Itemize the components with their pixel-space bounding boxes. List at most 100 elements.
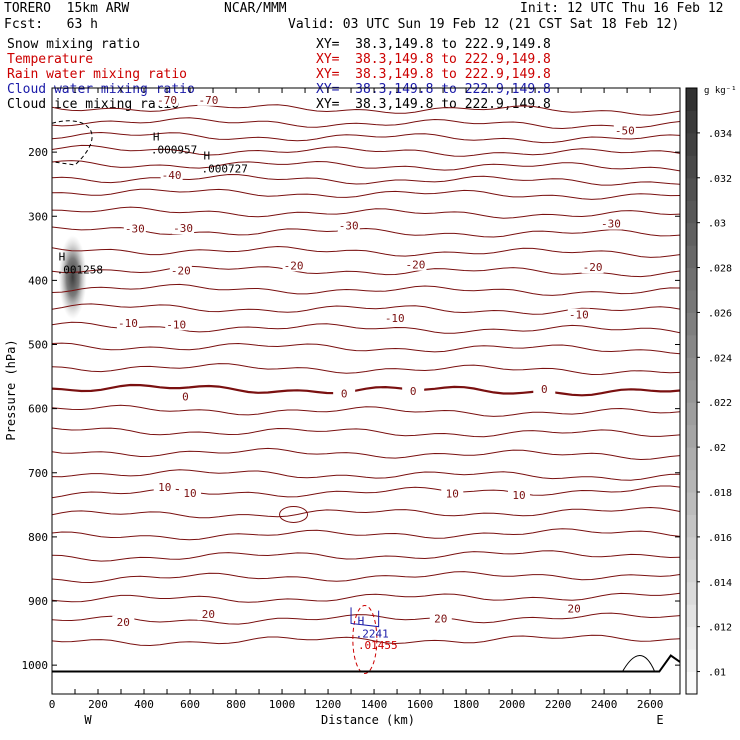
x-tick-label: 1600 — [407, 698, 434, 711]
ground-surface — [52, 654, 680, 673]
colorbar-swatch — [686, 649, 697, 673]
isotherm-label-bg — [613, 124, 636, 137]
colorbar-swatch — [686, 222, 697, 246]
isotherm-label-bg — [197, 93, 220, 106]
extremum-value: .000727 — [202, 163, 248, 176]
x-tick-label: 1400 — [361, 698, 388, 711]
isotherm-label-bg — [567, 308, 590, 321]
colorbar-tick-label: .02 — [708, 443, 726, 454]
isotherm-label-bg — [563, 602, 586, 615]
isotherm-label: 10 — [158, 481, 171, 494]
extremum-value: .001258 — [57, 263, 103, 276]
x-end-label-east: E — [656, 713, 663, 727]
isotherm-label: -70 — [157, 94, 177, 107]
isotherm-label: 10 — [183, 487, 196, 500]
y-tick-label: 400 — [28, 274, 48, 287]
field-name-cloud-water: Cloud water mixing ratio — [7, 82, 195, 97]
closed-isotherm — [279, 505, 309, 523]
cloud-water-contour — [350, 607, 380, 628]
colorbar-swatch — [686, 514, 697, 538]
colorbar-tick-label: .018 — [708, 488, 732, 499]
isotherm-label-bg — [165, 318, 188, 331]
isotherm-line — [52, 528, 680, 541]
colorbar-tick-label: .016 — [708, 533, 732, 544]
isotherm-label-bg — [197, 608, 220, 621]
isotherm-label-bg — [123, 222, 146, 235]
isotherm-line — [52, 383, 680, 397]
isotherm-label: 0 — [410, 385, 417, 398]
isotherm-line — [52, 173, 680, 186]
colorbar-swatch — [686, 312, 697, 336]
colorbar-tick-label: .012 — [708, 623, 732, 634]
colorbar-tick-label: .03 — [708, 219, 726, 230]
isotherm-label: -20 — [171, 264, 191, 277]
isotherm-label: 20 — [434, 613, 447, 626]
x-tick-label: 200 — [88, 698, 108, 711]
isotherm-label-bg — [533, 383, 556, 396]
isotherm-label-bg — [179, 486, 202, 499]
isotherm-line — [52, 283, 680, 296]
isotherm-label: -30 — [125, 223, 145, 236]
extremum-value: .2241 — [356, 628, 389, 641]
isotherm-label-bg — [160, 168, 183, 181]
colorbar-swatch — [686, 492, 697, 515]
field-xy-rain: XY= 38.3,149.8 to 222.9,149.8 — [316, 67, 551, 82]
isotherm-label: 0 — [541, 383, 548, 396]
colorbar-swatch — [686, 581, 697, 605]
isotherm-label-bg — [156, 93, 179, 106]
isotherm-label-bg — [172, 222, 195, 235]
isotherm-line — [52, 117, 680, 130]
isotherm-label-bg — [337, 219, 360, 232]
isotherm-label: 20 — [202, 608, 215, 621]
model-title: TORERO 15km ARW — [4, 1, 130, 16]
y-tick-label: 600 — [28, 403, 48, 416]
colorbar-swatch — [686, 671, 697, 695]
init-time: Init: 12 UTC Thu 16 Feb 12 — [520, 1, 724, 16]
isotherm-label-bg — [581, 261, 604, 274]
y-tick-label: 500 — [28, 339, 48, 352]
field-xy-snow: XY= 38.3,149.8 to 222.9,149.8 — [316, 37, 551, 52]
isotherm-label-bg — [507, 488, 530, 501]
x-tick-label: 1000 — [269, 698, 296, 711]
isotherm-line — [52, 265, 680, 278]
isotherm-label-bg — [402, 384, 425, 397]
x-tick-label: 400 — [134, 698, 154, 711]
y-axis-label: Pressure (hPa) — [4, 339, 18, 440]
isotherm-line — [52, 160, 680, 172]
colorbar-swatch — [686, 536, 697, 560]
colorbar-tick-label: .014 — [708, 578, 732, 589]
colorbar-swatch — [686, 402, 697, 426]
colorbar-swatch — [686, 110, 697, 134]
isotherm-label-bg — [116, 316, 139, 329]
extremum-marker: H — [59, 250, 66, 263]
isotherm-line — [52, 342, 680, 355]
y-tick-label: 800 — [28, 531, 48, 544]
isotherm-label: -50 — [615, 125, 635, 138]
isotherm-label-bg — [169, 264, 192, 277]
colorbar-tick-label: .01 — [708, 668, 726, 679]
isotherm-label: -10 — [166, 318, 186, 331]
isotherm-line — [52, 321, 680, 334]
colorbar-swatch — [686, 559, 697, 583]
colorbar-swatch — [686, 424, 697, 448]
isotherm-label-bg — [599, 217, 622, 230]
x-tick-label: 600 — [180, 698, 200, 711]
valid-time: Valid: 03 UTC Sun 19 Feb 12 (21 CST Sat … — [288, 17, 680, 32]
forecast-hour: Fcst: 63 h — [4, 17, 98, 32]
x-axis-label: Distance (km) — [321, 713, 415, 727]
isotherm-label-bg — [174, 390, 197, 403]
field-xy-cloud-water: XY= 38.3,149.8 to 222.9,149.8 — [316, 82, 551, 97]
isotherm-line — [52, 612, 680, 625]
colorbar-tick-label: .032 — [708, 174, 732, 185]
field-xy-cloud-ice: XY= 38.3,149.8 to 222.9,149.8 — [316, 97, 551, 112]
colorbar-swatch — [686, 132, 697, 156]
colorbar-tick-label: .026 — [708, 308, 732, 319]
isotherm-label: 10 — [446, 488, 459, 501]
isotherm-label: 0 — [341, 388, 348, 401]
field-name-temperature: Temperature — [7, 52, 94, 67]
isotherm-label-bg — [404, 258, 427, 271]
field-name-rain: Rain water mixing ratio — [7, 67, 188, 82]
isotherm-label: 10 — [512, 489, 525, 502]
